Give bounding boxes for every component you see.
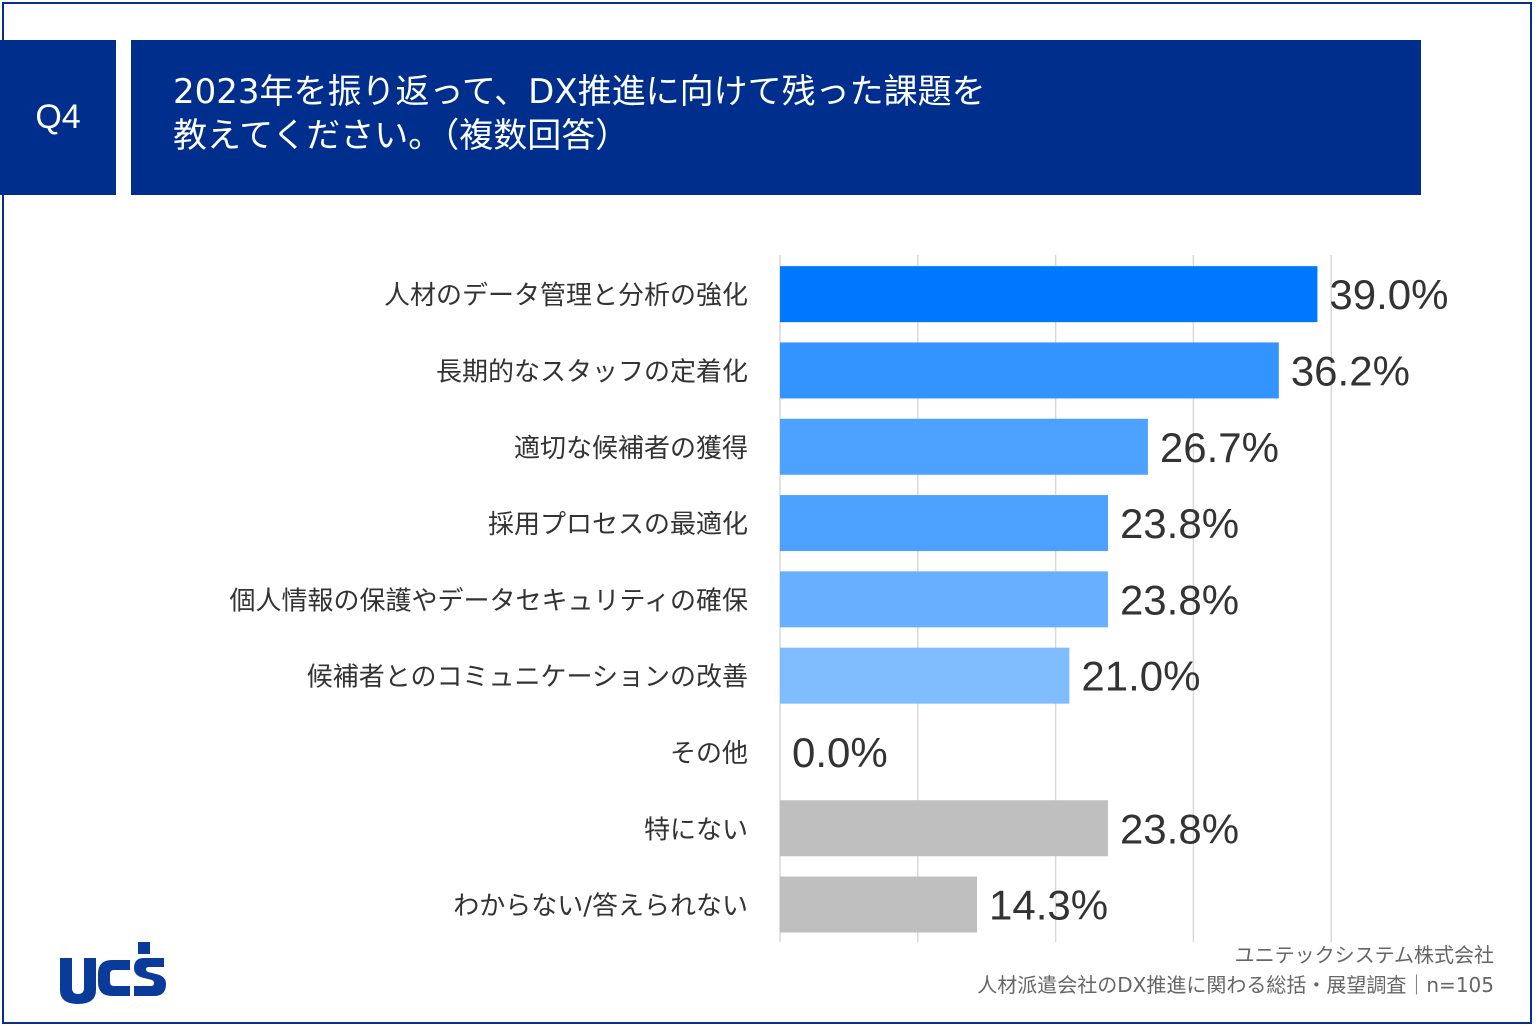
- value-label: 0.0%: [792, 729, 888, 776]
- question-number: Q4: [35, 98, 81, 136]
- footer-company: ユニテックシステム株式会社: [1234, 943, 1494, 967]
- category-label: 長期的なスタッフの定着化: [436, 357, 748, 387]
- category-label: その他: [670, 739, 748, 769]
- value-label: 14.3%: [989, 882, 1108, 929]
- category-label: 候補者とのコミュニケーションの改善: [307, 663, 748, 693]
- value-label: 21.0%: [1081, 653, 1200, 700]
- category-label: 個人情報の保護やデータセキュリティの確保: [230, 586, 748, 616]
- bar: [780, 571, 1108, 628]
- question-badge: Q4: [0, 40, 116, 195]
- question-title-line2: 教えてください。（複数回答）: [173, 116, 630, 156]
- footer-survey-info: 人材派遣会社のDX推進に関わる総括・展望調査｜n=105: [977, 973, 1494, 997]
- value-label: 39.0%: [1329, 271, 1448, 318]
- bar: [780, 495, 1108, 552]
- bar: [780, 876, 978, 933]
- bar: [780, 800, 1108, 857]
- bar: [780, 342, 1279, 399]
- bar: [780, 418, 1148, 475]
- category-label: 特にない: [644, 815, 748, 845]
- category-label: 適切な候補者の獲得: [514, 434, 748, 464]
- bar: [780, 647, 1070, 704]
- category-label: わからない/答えられない: [453, 892, 748, 922]
- value-label: 26.7%: [1160, 424, 1279, 471]
- value-label: 23.8%: [1120, 500, 1239, 547]
- ucs-logo: [60, 942, 166, 1004]
- value-label: 36.2%: [1291, 347, 1410, 394]
- question-title: 2023年を振り返って、DX推進に向けて残った課題を 教えてください。（複数回答…: [131, 40, 1421, 195]
- category-label: 採用プロセスの最適化: [488, 510, 748, 540]
- category-label: 人材のデータ管理と分析の強化: [384, 281, 748, 311]
- value-label: 23.8%: [1120, 805, 1239, 852]
- question-title-line1: 2023年を振り返って、DX推進に向けて残った課題を: [173, 72, 986, 112]
- footer: ユニテックシステム株式会社 人材派遣会社のDX推進に関わる総括・展望調査｜n=1…: [977, 940, 1494, 1000]
- value-label: 23.8%: [1120, 576, 1239, 623]
- bar: [780, 266, 1318, 323]
